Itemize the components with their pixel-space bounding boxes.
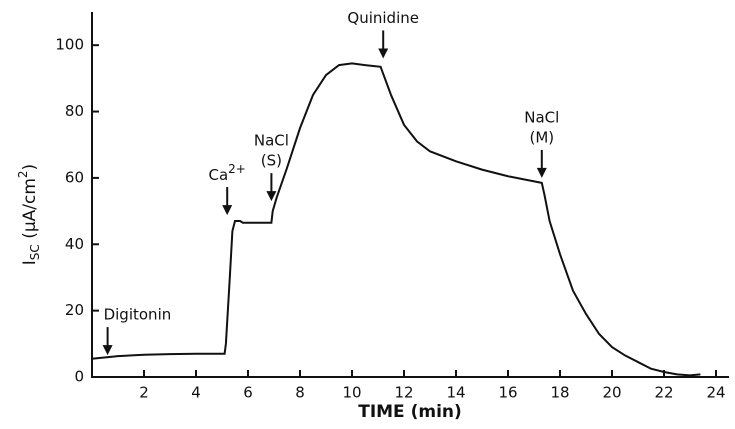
y-tick-label: 100 [55, 36, 84, 54]
arrowhead [222, 205, 233, 216]
annotation-label-part: 2+ [228, 162, 246, 176]
y-axis-label-part: ) [20, 164, 40, 171]
annotation-label: Ca2+ [209, 162, 246, 184]
y-axis-label: ISC (μA/cm2) [16, 164, 42, 265]
x-tick-label: 22 [654, 384, 673, 402]
x-tick-label: 10 [342, 384, 361, 402]
x-tick-label: 4 [191, 384, 201, 402]
x-tick-label: 12 [394, 384, 413, 402]
x-tick-label: 14 [446, 384, 465, 402]
x-tick-label: 16 [498, 384, 517, 402]
x-tick-label: 8 [295, 384, 305, 402]
annotation-label: (S) [261, 152, 282, 170]
arrowhead [536, 167, 547, 178]
arrowhead [102, 345, 113, 356]
annotation-label: Digitonin [104, 306, 172, 324]
data-line [91, 62, 701, 377]
y-tick-label: 60 [65, 168, 84, 186]
arrowhead [266, 191, 277, 202]
axes [91, 12, 729, 378]
annotation-label: NaCl [524, 108, 559, 126]
annotation-label: NaCl [254, 132, 289, 150]
annotation-label: Quinidine [347, 9, 419, 27]
y-tick-label: 20 [65, 301, 84, 319]
y-axis-label-part: I [20, 260, 40, 265]
y-tick-label: 0 [74, 368, 84, 386]
y-axis-label-part: (μA/cm [20, 178, 40, 244]
x-tick-label: 20 [602, 384, 621, 402]
x-tick-label: 18 [550, 384, 569, 402]
annotation-label-part: Ca [209, 166, 229, 184]
arrowhead [378, 48, 389, 59]
annotation-label: (M) [529, 128, 554, 146]
y-axis-label-part: SC [28, 244, 42, 260]
y-axis-label-part: 2 [16, 170, 30, 178]
y-tick-label: 80 [65, 102, 84, 120]
x-tick-label: 2 [139, 384, 149, 402]
x-tick-label: 6 [243, 384, 253, 402]
x-tick-label: 24 [706, 384, 725, 402]
x-axis-label: TIME (min) [358, 402, 462, 422]
y-tick-label: 40 [65, 235, 84, 253]
